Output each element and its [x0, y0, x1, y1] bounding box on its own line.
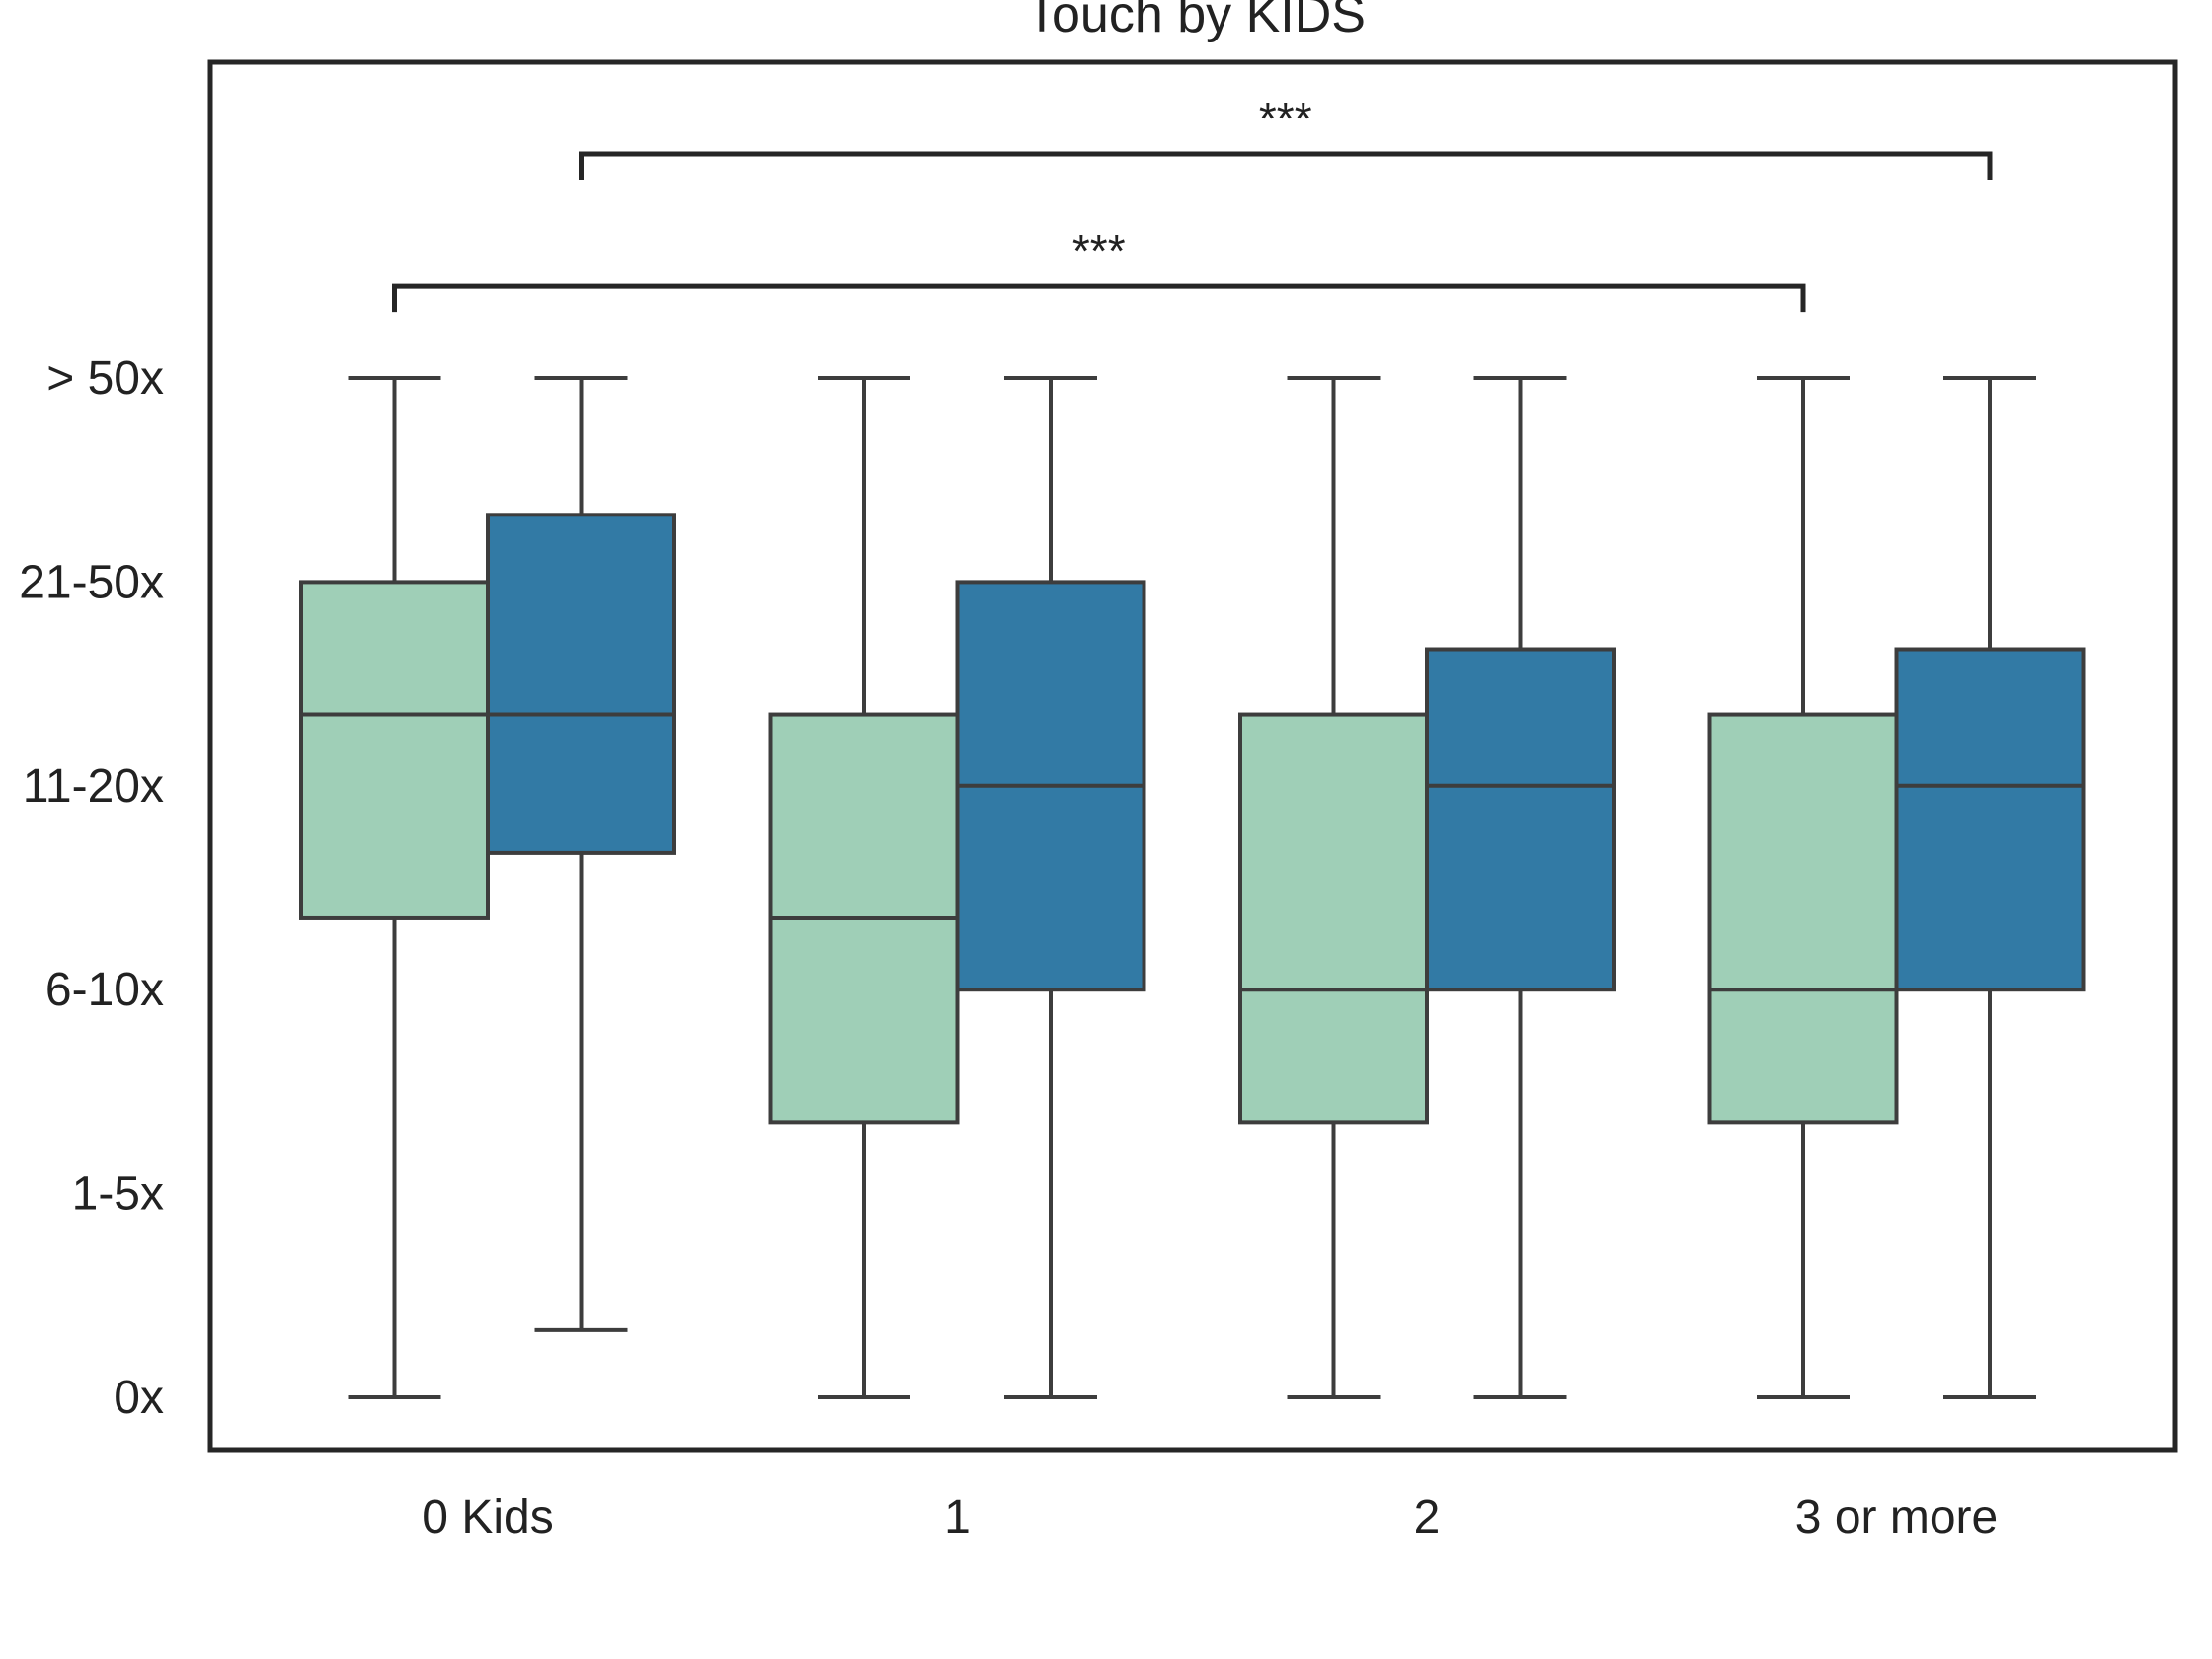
- significance-bracket-1: ***: [392, 225, 1806, 313]
- significance-label: ***: [1072, 225, 1126, 276]
- box-1-1: [955, 376, 1146, 1399]
- bracket-line: [579, 151, 1993, 180]
- iqr-box: [1707, 712, 1899, 1125]
- y-tick-label: 21-50x: [19, 556, 164, 608]
- x-tick-label: 1: [944, 1491, 971, 1543]
- y-axis: 0x 1-5x 6-10x 11-20x 21-50x > 50x: [19, 353, 164, 1424]
- box-0-1: [486, 376, 676, 1332]
- box-2-0: [1238, 376, 1429, 1399]
- box-3-0: [1707, 376, 1899, 1399]
- x-tick-label: 2: [1414, 1491, 1441, 1543]
- box-3-1: [1894, 376, 2086, 1399]
- y-tick-label: 11-20x: [23, 760, 164, 813]
- iqr-box: [299, 580, 490, 920]
- y-tick-label: > 50x: [46, 353, 164, 405]
- bracket-line: [392, 283, 1806, 313]
- box-0-0: [299, 376, 490, 1399]
- chart-title: Touch by KIDS: [1026, 0, 1366, 43]
- significance-bracket-0: ***: [579, 93, 1993, 180]
- x-tick-label: 3 or more: [1795, 1491, 1998, 1543]
- box-1-0: [768, 376, 960, 1399]
- x-axis: 0 Kids 1 2 3 or more: [422, 1491, 1998, 1543]
- y-tick-label: 6-10x: [45, 964, 164, 1016]
- iqr-box: [1425, 647, 1616, 992]
- x-tick-label: 0 Kids: [422, 1491, 553, 1543]
- y-tick-label: 1-5x: [72, 1168, 164, 1221]
- y-tick-label: 0x: [114, 1372, 164, 1424]
- significance-annotations: *** ***: [392, 93, 1993, 313]
- iqr-box: [486, 513, 676, 855]
- significance-label: ***: [1259, 93, 1312, 144]
- box-2-1: [1425, 376, 1616, 1399]
- iqr-box: [1894, 647, 2086, 992]
- plot-frame: [207, 59, 2178, 1453]
- plot-marks: [299, 376, 2086, 1399]
- iqr-box: [1238, 712, 1429, 1125]
